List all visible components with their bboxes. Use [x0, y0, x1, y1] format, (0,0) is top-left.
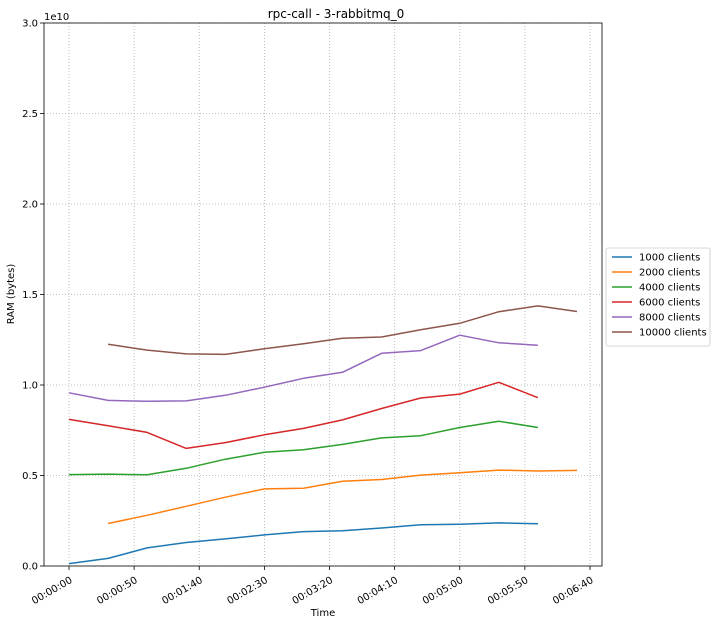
legend-label: 8000 clients [639, 313, 700, 324]
legend-label: 1000 clients [639, 253, 700, 264]
legend-item-6000-clients[interactable]: 6000 clients [612, 298, 700, 309]
y-axis-offset-label: 1e10 [44, 12, 69, 23]
y-tick-label: 2.5 [22, 109, 38, 120]
legend-item-4000-clients[interactable]: 4000 clients [612, 283, 700, 294]
x-axis-label: Time [310, 608, 335, 619]
y-tick-label: 1.5 [22, 290, 38, 301]
y-tick-label: 3.0 [22, 19, 38, 30]
series-line-2000-clients [107, 469, 578, 525]
legend-label: 6000 clients [639, 298, 700, 309]
legend[interactable]: 1000 clients 2000 clients 4000 clients 6000… [605, 247, 711, 347]
y-ticks: 0.0 0.5 1.0 1.5 2.0 2.5 3.0 [22, 19, 44, 573]
y-tick-label: 0.0 [22, 562, 38, 573]
legend-label: 10000 clients [639, 328, 707, 339]
legend-label: 4000 clients [639, 283, 700, 294]
legend-label: 2000 clients [639, 268, 700, 279]
legend-item-8000-clients[interactable]: 8000 clients [612, 313, 700, 324]
y-axis-label: RAM (bytes) [6, 264, 17, 325]
series-line-4000-clients [68, 420, 539, 476]
legend-item-2000-clients[interactable]: 2000 clients [612, 268, 700, 279]
y-tick-label: 0.5 [22, 471, 38, 482]
series-line-1000-clients [68, 522, 538, 565]
grid [44, 22, 602, 567]
y-tick-label: 1.0 [22, 381, 38, 392]
y-tick-label: 2.0 [22, 200, 38, 211]
legend-item-1000-clients[interactable]: 1000 clients [612, 253, 700, 264]
series-line-10000-clients [107, 305, 578, 356]
chart-title: rpc-call - 3-rabbitmq_0 [268, 7, 405, 21]
legend-item-10000-clients[interactable]: 10000 clients [612, 328, 707, 339]
series-line-6000-clients [68, 381, 539, 450]
series-lines [68, 305, 578, 565]
series-line-8000-clients [68, 334, 538, 403]
